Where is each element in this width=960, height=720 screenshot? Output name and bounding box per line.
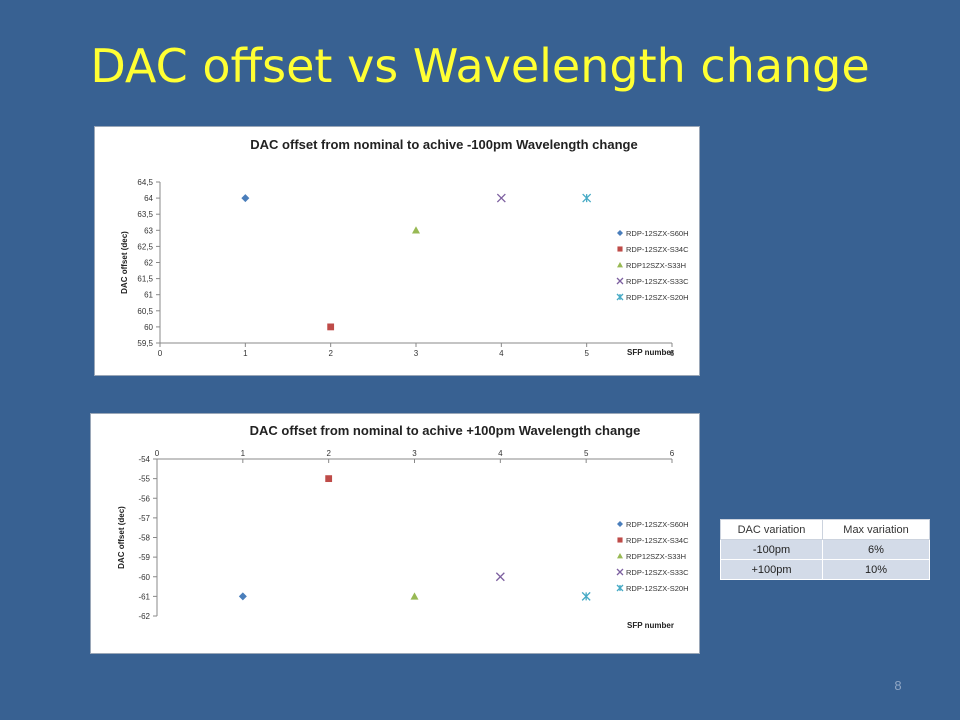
legend-label: RDP12SZX-S33H xyxy=(626,261,686,270)
x-tick-label: 4 xyxy=(499,349,504,358)
table-header-row: DAC variation Max variation xyxy=(720,519,930,540)
y-tick-label: -56 xyxy=(138,494,150,503)
chart-minus-100pm-svg: DAC offset from nominal to achive -100pm… xyxy=(120,137,689,358)
chart-minus-100pm: DAC offset from nominal to achive -100pm… xyxy=(94,126,700,376)
x-tick-label: 3 xyxy=(412,449,417,458)
table-cell: 6% xyxy=(822,539,930,560)
x-tick-label: 1 xyxy=(241,449,246,458)
legend-marker xyxy=(616,277,624,285)
y-tick-label: 59,5 xyxy=(137,339,153,348)
legend-label: RDP-12SZX-S20H xyxy=(626,584,689,593)
y-tick-label: -54 xyxy=(138,455,150,464)
y-tick-label: 60 xyxy=(144,323,153,332)
data-point xyxy=(582,193,592,203)
data-point xyxy=(241,194,250,203)
data-point xyxy=(325,475,333,483)
data-point xyxy=(327,323,335,331)
legend-marker xyxy=(617,537,623,543)
y-tick-label: -59 xyxy=(138,553,150,562)
y-tick-label: 61,5 xyxy=(137,275,153,284)
legend-label: RDP-12SZX-S60H xyxy=(626,520,689,529)
x-tick-label: 0 xyxy=(155,449,160,458)
x-tick-label: 5 xyxy=(584,449,589,458)
chart-title: DAC offset from nominal to achive +100pm… xyxy=(250,423,641,438)
legend-marker xyxy=(616,568,624,576)
chart-plus-100pm: DAC offset from nominal to achive +100pm… xyxy=(90,413,700,654)
legend-marker xyxy=(617,262,623,268)
legend-marker xyxy=(617,230,623,236)
summary-table: DAC variation Max variation -100pm 6% +1… xyxy=(720,519,930,580)
data-point xyxy=(238,592,247,601)
legend-marker xyxy=(617,521,623,527)
y-tick-label: 61 xyxy=(144,291,153,300)
legend-marker xyxy=(616,293,624,301)
slide-title: DAC offset vs Wavelength change xyxy=(90,39,870,93)
y-tick-label: -60 xyxy=(138,573,150,582)
y-tick-label: -57 xyxy=(138,514,150,523)
legend-marker xyxy=(617,553,623,559)
legend-label: RDP-12SZX-S33C xyxy=(626,568,689,577)
x-axis-label: SFP number xyxy=(627,621,674,630)
table-header-dac-variation: DAC variation xyxy=(720,519,823,540)
chart-plus-100pm-svg: DAC offset from nominal to achive +100pm… xyxy=(117,423,689,630)
y-tick-label: 64 xyxy=(144,194,153,203)
x-tick-label: 2 xyxy=(326,449,331,458)
x-tick-label: 2 xyxy=(328,349,333,358)
y-tick-label: 60,5 xyxy=(137,307,153,316)
page-number: 8 xyxy=(894,678,902,693)
legend-label: RDP-12SZX-S60H xyxy=(626,229,689,238)
table-cell: +100pm xyxy=(720,559,823,580)
legend-marker xyxy=(616,584,624,592)
legend-label: RDP-12SZX-S20H xyxy=(626,293,689,302)
y-tick-label: -55 xyxy=(138,475,150,484)
legend-label: RDP-12SZX-S34C xyxy=(626,536,689,545)
y-tick-label: 64,5 xyxy=(137,178,153,187)
y-tick-label: 63 xyxy=(144,226,153,235)
y-tick-label: -58 xyxy=(138,534,150,543)
x-tick-label: 5 xyxy=(584,349,589,358)
y-tick-label: 63,5 xyxy=(137,210,153,219)
x-tick-label: 6 xyxy=(670,349,675,358)
chart-title: DAC offset from nominal to achive -100pm… xyxy=(250,137,637,152)
table-row: +100pm 10% xyxy=(720,559,930,580)
y-axis-label: DAC offset (dec) xyxy=(117,506,126,569)
x-tick-label: 6 xyxy=(670,449,675,458)
data-point xyxy=(581,591,591,601)
table-cell: -100pm xyxy=(720,539,823,560)
y-tick-label: 62 xyxy=(144,259,153,268)
y-tick-label: -61 xyxy=(138,592,150,601)
legend-label: RDP12SZX-S33H xyxy=(626,552,686,561)
legend-label: RDP-12SZX-S34C xyxy=(626,245,689,254)
data-point xyxy=(412,226,420,234)
x-tick-label: 3 xyxy=(414,349,419,358)
legend-marker xyxy=(617,246,623,252)
table-row: -100pm 6% xyxy=(720,539,930,560)
y-tick-label: 62,5 xyxy=(137,242,153,251)
x-tick-label: 4 xyxy=(498,449,503,458)
table-cell: 10% xyxy=(822,559,930,580)
legend-label: RDP-12SZX-S33C xyxy=(626,277,689,286)
y-tick-label: -62 xyxy=(138,612,150,621)
y-axis-label: DAC offset (dec) xyxy=(120,231,129,294)
x-tick-label: 1 xyxy=(243,349,248,358)
x-tick-label: 0 xyxy=(158,349,163,358)
data-point xyxy=(410,592,419,600)
table-header-max-variation: Max variation xyxy=(822,519,930,540)
data-point xyxy=(496,193,506,203)
x-axis-label: SFP number xyxy=(627,348,674,357)
data-point xyxy=(495,572,505,582)
